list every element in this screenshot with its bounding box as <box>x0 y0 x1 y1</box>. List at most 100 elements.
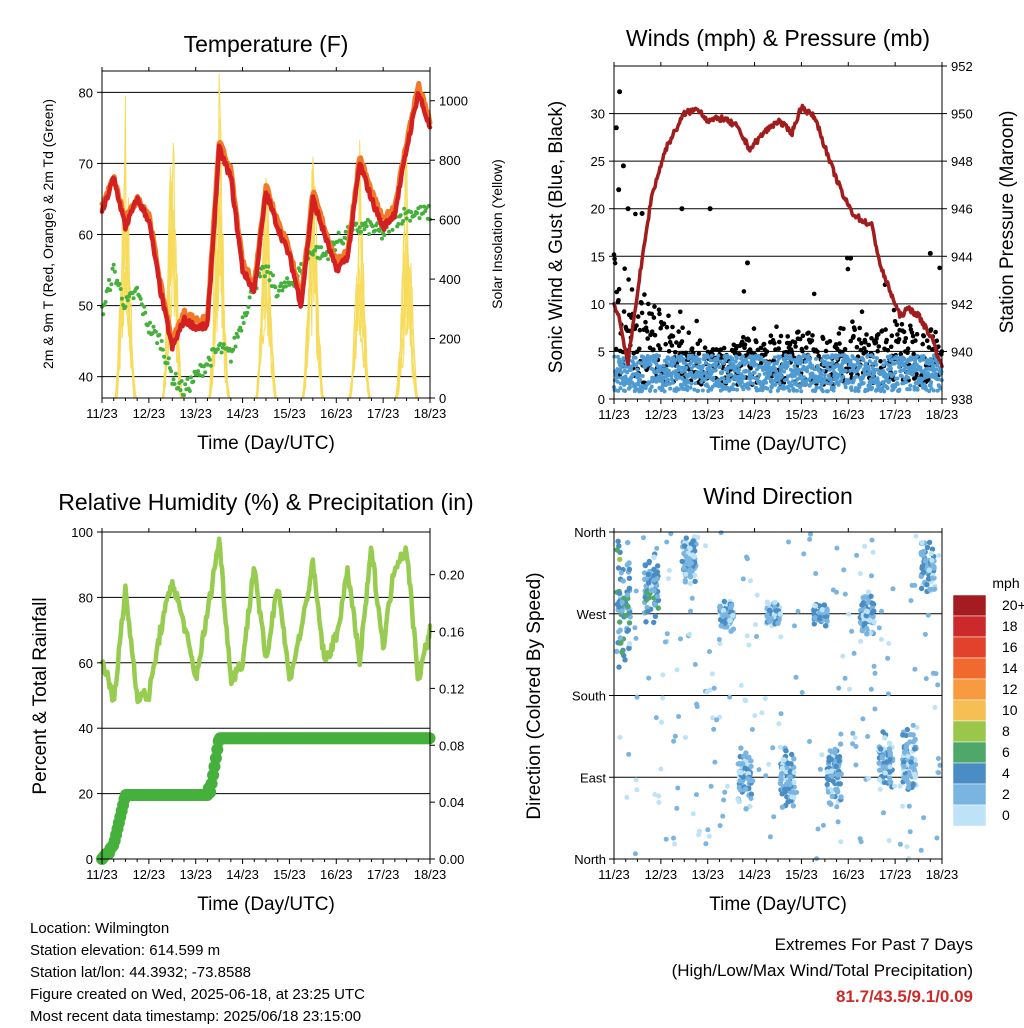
humidity-x-tick-label: 18/23 <box>414 867 447 882</box>
direction-point <box>686 631 692 637</box>
gust-point <box>620 163 626 169</box>
direction-point <box>707 649 712 655</box>
dewpoint-point <box>218 341 223 346</box>
direction-point <box>675 785 681 791</box>
dewpoint-point <box>370 224 375 229</box>
winds-y2-tick-label: 950 <box>951 107 973 122</box>
gust-point <box>913 338 918 343</box>
direction-point <box>711 685 717 691</box>
wind-point <box>732 374 737 378</box>
wind-point <box>746 386 751 391</box>
wind-point <box>664 360 669 365</box>
direction-point <box>885 691 891 697</box>
gust-point <box>612 256 617 262</box>
wind-point <box>716 378 721 383</box>
station-latlon: Station lat/lon: 44.3932; -73.8588 <box>30 964 252 981</box>
direction-point <box>929 557 935 563</box>
wind-point <box>868 369 873 374</box>
direction-point <box>825 777 832 783</box>
gust-point <box>666 348 672 354</box>
dewpoint-point <box>216 347 220 352</box>
direction-point <box>727 617 733 624</box>
direction-point <box>918 847 924 853</box>
direction-point <box>626 566 633 572</box>
wind-point <box>874 362 879 367</box>
direction-point <box>654 594 660 599</box>
wind-point <box>727 378 732 383</box>
direction-point <box>624 592 631 598</box>
direction-point <box>847 686 852 692</box>
gust-point <box>657 311 662 317</box>
gust-point <box>905 346 911 352</box>
direction-point <box>694 704 700 710</box>
direction-point <box>935 756 941 761</box>
dewpoint-point <box>409 210 414 215</box>
direction-point <box>651 554 657 560</box>
direction-point <box>794 789 800 795</box>
direction-point <box>619 599 625 606</box>
wind-point <box>689 381 694 386</box>
direction-point <box>777 611 783 617</box>
gust-point <box>892 319 898 324</box>
gust-point <box>696 351 702 356</box>
humidity-x-tick-label: 15/23 <box>273 867 306 882</box>
gust-point <box>637 346 642 352</box>
direction-point <box>745 776 751 782</box>
gust-point <box>741 334 746 340</box>
direction-point <box>736 784 743 791</box>
gust-point <box>898 351 904 357</box>
dewpoint-point <box>117 282 122 286</box>
direction-point <box>936 770 941 776</box>
direction-point <box>720 813 726 819</box>
dewpoint-point <box>182 393 186 398</box>
colorbar-swatch <box>952 783 987 806</box>
wind-point <box>935 388 940 393</box>
direction-point <box>748 578 753 584</box>
direction-point <box>872 670 878 676</box>
direction-point <box>908 755 915 761</box>
direction-point <box>866 775 872 781</box>
direction-point <box>886 740 893 746</box>
dewpoint-point <box>166 356 171 361</box>
direction-point <box>877 786 883 792</box>
gust-point <box>787 342 793 348</box>
wind-point <box>870 361 875 366</box>
dewpoint-point <box>234 331 239 336</box>
wind-point <box>915 387 920 392</box>
direction-point <box>812 603 818 609</box>
direction-point <box>922 631 928 637</box>
wind-point <box>653 388 658 393</box>
direction-point <box>933 671 939 677</box>
wind-point <box>828 377 833 382</box>
direction-point <box>883 764 889 770</box>
gust-point <box>852 327 857 333</box>
gust-point <box>772 340 777 346</box>
gust-point <box>854 344 860 350</box>
direction-point <box>627 641 633 647</box>
wind-point <box>746 369 751 374</box>
direction-point <box>859 602 865 608</box>
wind-point <box>882 389 887 394</box>
wind-point <box>893 370 898 375</box>
direction-point <box>717 823 723 829</box>
direction-point <box>727 694 733 700</box>
wind-point <box>787 388 792 393</box>
temperature-x-axis-label: Time (Day/UTC) <box>197 433 335 454</box>
gust-point <box>785 334 790 339</box>
direction-point <box>876 760 882 766</box>
direction-point <box>624 794 630 800</box>
wind-point <box>716 353 721 358</box>
gust-point <box>674 340 679 345</box>
direction-point <box>869 600 876 606</box>
direction-point <box>930 575 936 581</box>
direction-point <box>642 562 649 569</box>
direction-point <box>654 545 660 551</box>
direction-point <box>754 634 759 639</box>
winds-x-tick-label: 18/23 <box>926 407 959 422</box>
wind-point <box>822 373 827 378</box>
dewpoint-point <box>228 359 233 364</box>
direction-point <box>879 753 885 760</box>
gust-point <box>848 255 854 261</box>
dewpoint-point <box>169 369 174 374</box>
